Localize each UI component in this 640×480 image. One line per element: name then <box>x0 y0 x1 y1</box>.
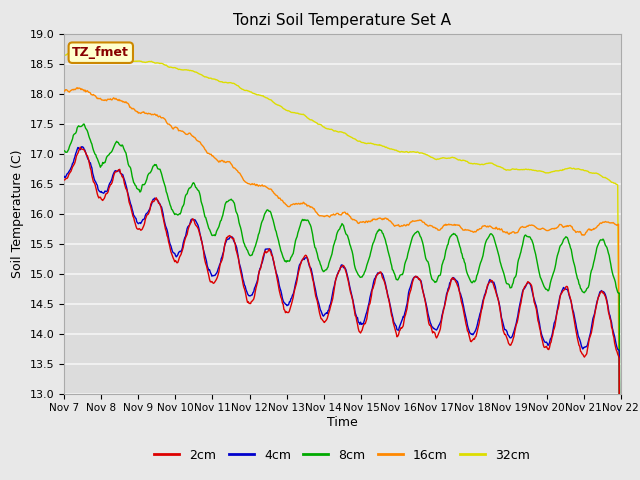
X-axis label: Time: Time <box>327 416 358 429</box>
Legend: 2cm, 4cm, 8cm, 16cm, 32cm: 2cm, 4cm, 8cm, 16cm, 32cm <box>150 444 535 467</box>
Title: Tonzi Soil Temperature Set A: Tonzi Soil Temperature Set A <box>234 13 451 28</box>
Y-axis label: Soil Temperature (C): Soil Temperature (C) <box>11 149 24 278</box>
Text: TZ_fmet: TZ_fmet <box>72 46 129 59</box>
